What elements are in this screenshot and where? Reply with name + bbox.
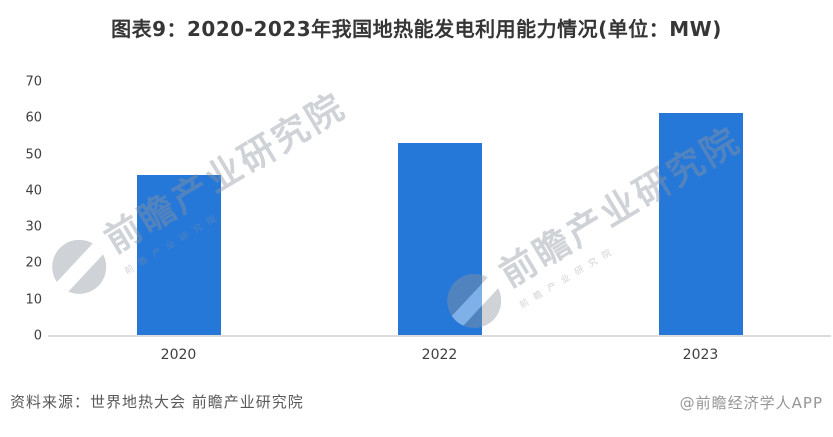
y-tick-label: 0 — [33, 328, 42, 344]
y-tick-label: 20 — [25, 255, 42, 271]
y-tick-label: 60 — [25, 110, 42, 126]
source-note: 资料来源：世界地热大会 前瞻产业研究院 — [10, 393, 304, 411]
chart-title: 图表9：2020-2023年我国地热能发电利用能力情况(单位：MW) — [111, 17, 722, 41]
y-tick-label: 70 — [25, 74, 42, 90]
bar-2022 — [397, 142, 482, 336]
x-tick-label: 2022 — [421, 347, 458, 363]
credit-note: @前瞻经济学人APP — [679, 394, 823, 412]
y-axis: 0 10 20 30 40 50 60 70 — [0, 75, 42, 344]
y-tick-label: 50 — [25, 147, 42, 163]
plot-area — [48, 82, 831, 336]
y-tick-label: 30 — [25, 219, 42, 235]
bar-2020 — [136, 174, 221, 336]
x-axis-line — [48, 335, 831, 337]
x-tick-label: 2023 — [682, 347, 719, 363]
y-tick-label: 40 — [25, 183, 42, 199]
y-tick-label: 10 — [25, 292, 42, 308]
x-axis: 2020 2022 2023 — [48, 347, 831, 367]
bar-2023 — [658, 112, 743, 336]
x-tick-label: 2020 — [160, 347, 197, 363]
